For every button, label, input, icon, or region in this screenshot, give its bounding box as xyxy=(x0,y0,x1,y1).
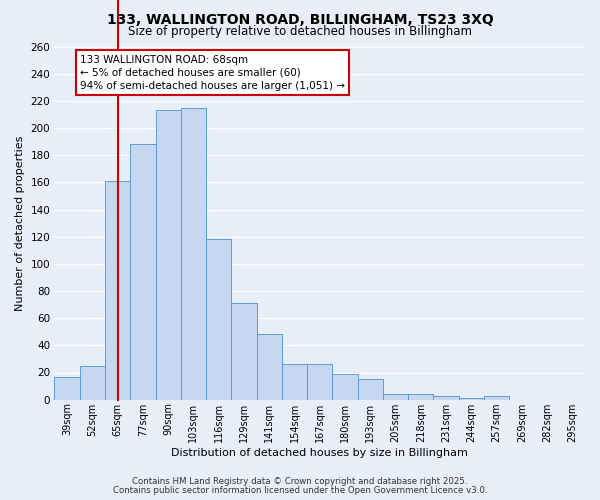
X-axis label: Distribution of detached houses by size in Billingham: Distribution of detached houses by size … xyxy=(171,448,468,458)
Bar xyxy=(484,396,509,400)
Bar xyxy=(206,240,232,400)
Text: 133, WALLINGTON ROAD, BILLINGHAM, TS23 3XQ: 133, WALLINGTON ROAD, BILLINGHAM, TS23 3… xyxy=(107,12,493,26)
Text: Contains HM Land Registry data © Crown copyright and database right 2025.: Contains HM Land Registry data © Crown c… xyxy=(132,477,468,486)
Text: Contains public sector information licensed under the Open Government Licence v3: Contains public sector information licen… xyxy=(113,486,487,495)
Bar xyxy=(358,380,383,400)
Bar xyxy=(257,334,282,400)
Bar xyxy=(105,181,130,400)
Bar xyxy=(408,394,433,400)
Bar xyxy=(282,364,307,400)
Bar xyxy=(232,303,257,400)
Bar xyxy=(332,374,358,400)
Bar xyxy=(80,366,105,400)
Bar xyxy=(433,396,458,400)
Bar xyxy=(307,364,332,400)
Bar xyxy=(181,108,206,400)
Text: Size of property relative to detached houses in Billingham: Size of property relative to detached ho… xyxy=(128,25,472,38)
Y-axis label: Number of detached properties: Number of detached properties xyxy=(15,136,25,311)
Bar xyxy=(458,398,484,400)
Bar xyxy=(155,110,181,400)
Bar xyxy=(383,394,408,400)
Bar xyxy=(130,144,155,400)
Text: 133 WALLINGTON ROAD: 68sqm
← 5% of detached houses are smaller (60)
94% of semi-: 133 WALLINGTON ROAD: 68sqm ← 5% of detac… xyxy=(80,54,345,91)
Bar xyxy=(55,376,80,400)
